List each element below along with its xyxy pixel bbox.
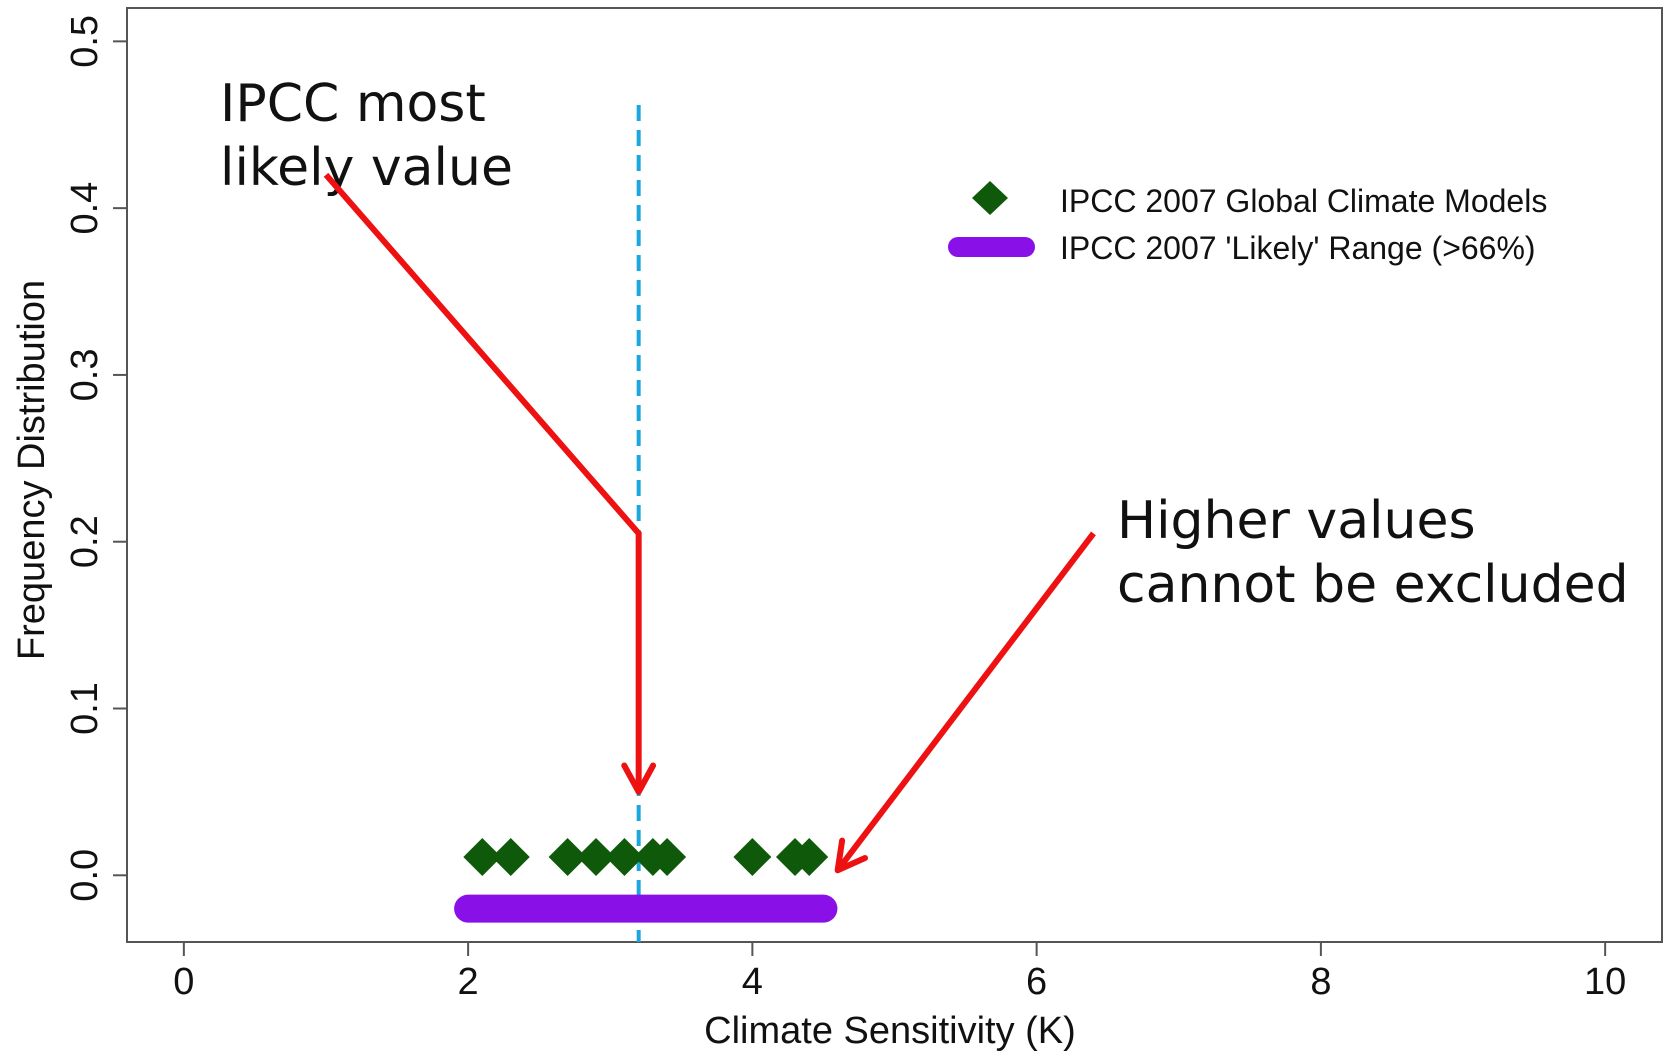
annotation-higher-values: Higher values cannot be excluded [1117,491,1629,615]
y-tick-label: 0.4 [64,182,106,235]
model-diamond-marker [463,837,502,876]
model-diamond-marker [648,837,687,876]
y-tick-label: 0.3 [64,349,106,402]
annotation-higher-values-line-2: cannot be excluded [1117,555,1629,615]
y-axis: 0.0 0.1 0.2 0.3 0.4 0.5 [64,15,127,902]
annotation-arrowhead-2 [834,837,869,874]
y-tick-label: 0.5 [64,15,106,68]
legend: IPCC 2007 Global Climate Models IPCC 200… [948,181,1547,266]
legend-diamond-marker [972,181,1008,215]
legend-label-models: IPCC 2007 Global Climate Models [1060,183,1547,219]
model-diamond-marker [605,837,644,876]
annotation-higher-values-line-1: Higher values [1117,491,1476,551]
x-axis-label: Climate Sensitivity (K) [704,1010,1076,1051]
x-tick-label: 4 [742,961,763,1003]
annotation-arrow-1 [323,172,642,792]
model-diamond-marker [548,837,587,876]
x-axis: 0 2 4 6 8 10 [173,942,1626,1003]
x-tick-label: 10 [1584,961,1626,1003]
y-tick-label: 0.2 [64,515,106,568]
legend-label-range: IPCC 2007 'Likely' Range (>66%) [1060,230,1536,266]
annotations: IPCC most likely value Higher values can… [220,74,1629,615]
annotation-most-likely-line-1: IPCC most [220,74,486,134]
annotation-most-likely: IPCC most likely value [220,74,513,198]
model-markers [463,837,829,876]
y-tick-label: 0.1 [64,682,106,735]
annotation-arrows [323,172,1096,874]
y-axis-label: Frequency Distribution [11,280,53,660]
y-tick-label: 0.0 [64,849,106,902]
annotation-most-likely-line-2: likely value [220,138,513,198]
plot-frame [126,7,1663,943]
model-diamond-marker [733,837,772,876]
x-tick-label: 8 [1310,961,1331,1003]
annotation-arrow-2 [835,531,1096,873]
model-diamond-marker [577,837,616,876]
model-diamond-marker [790,837,829,876]
x-tick-label: 0 [173,961,194,1003]
x-tick-label: 6 [1026,961,1047,1003]
x-tick-label: 2 [458,961,479,1003]
annotation-arrowhead-1 [621,762,657,795]
model-diamond-marker [491,837,530,876]
